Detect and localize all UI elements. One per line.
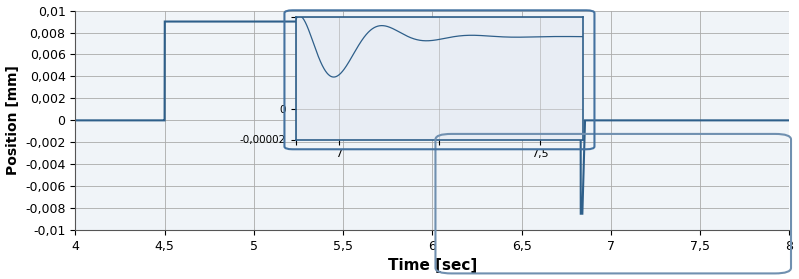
X-axis label: Time [sec]: Time [sec] [388, 258, 477, 273]
Y-axis label: Position [mm]: Position [mm] [6, 65, 19, 175]
